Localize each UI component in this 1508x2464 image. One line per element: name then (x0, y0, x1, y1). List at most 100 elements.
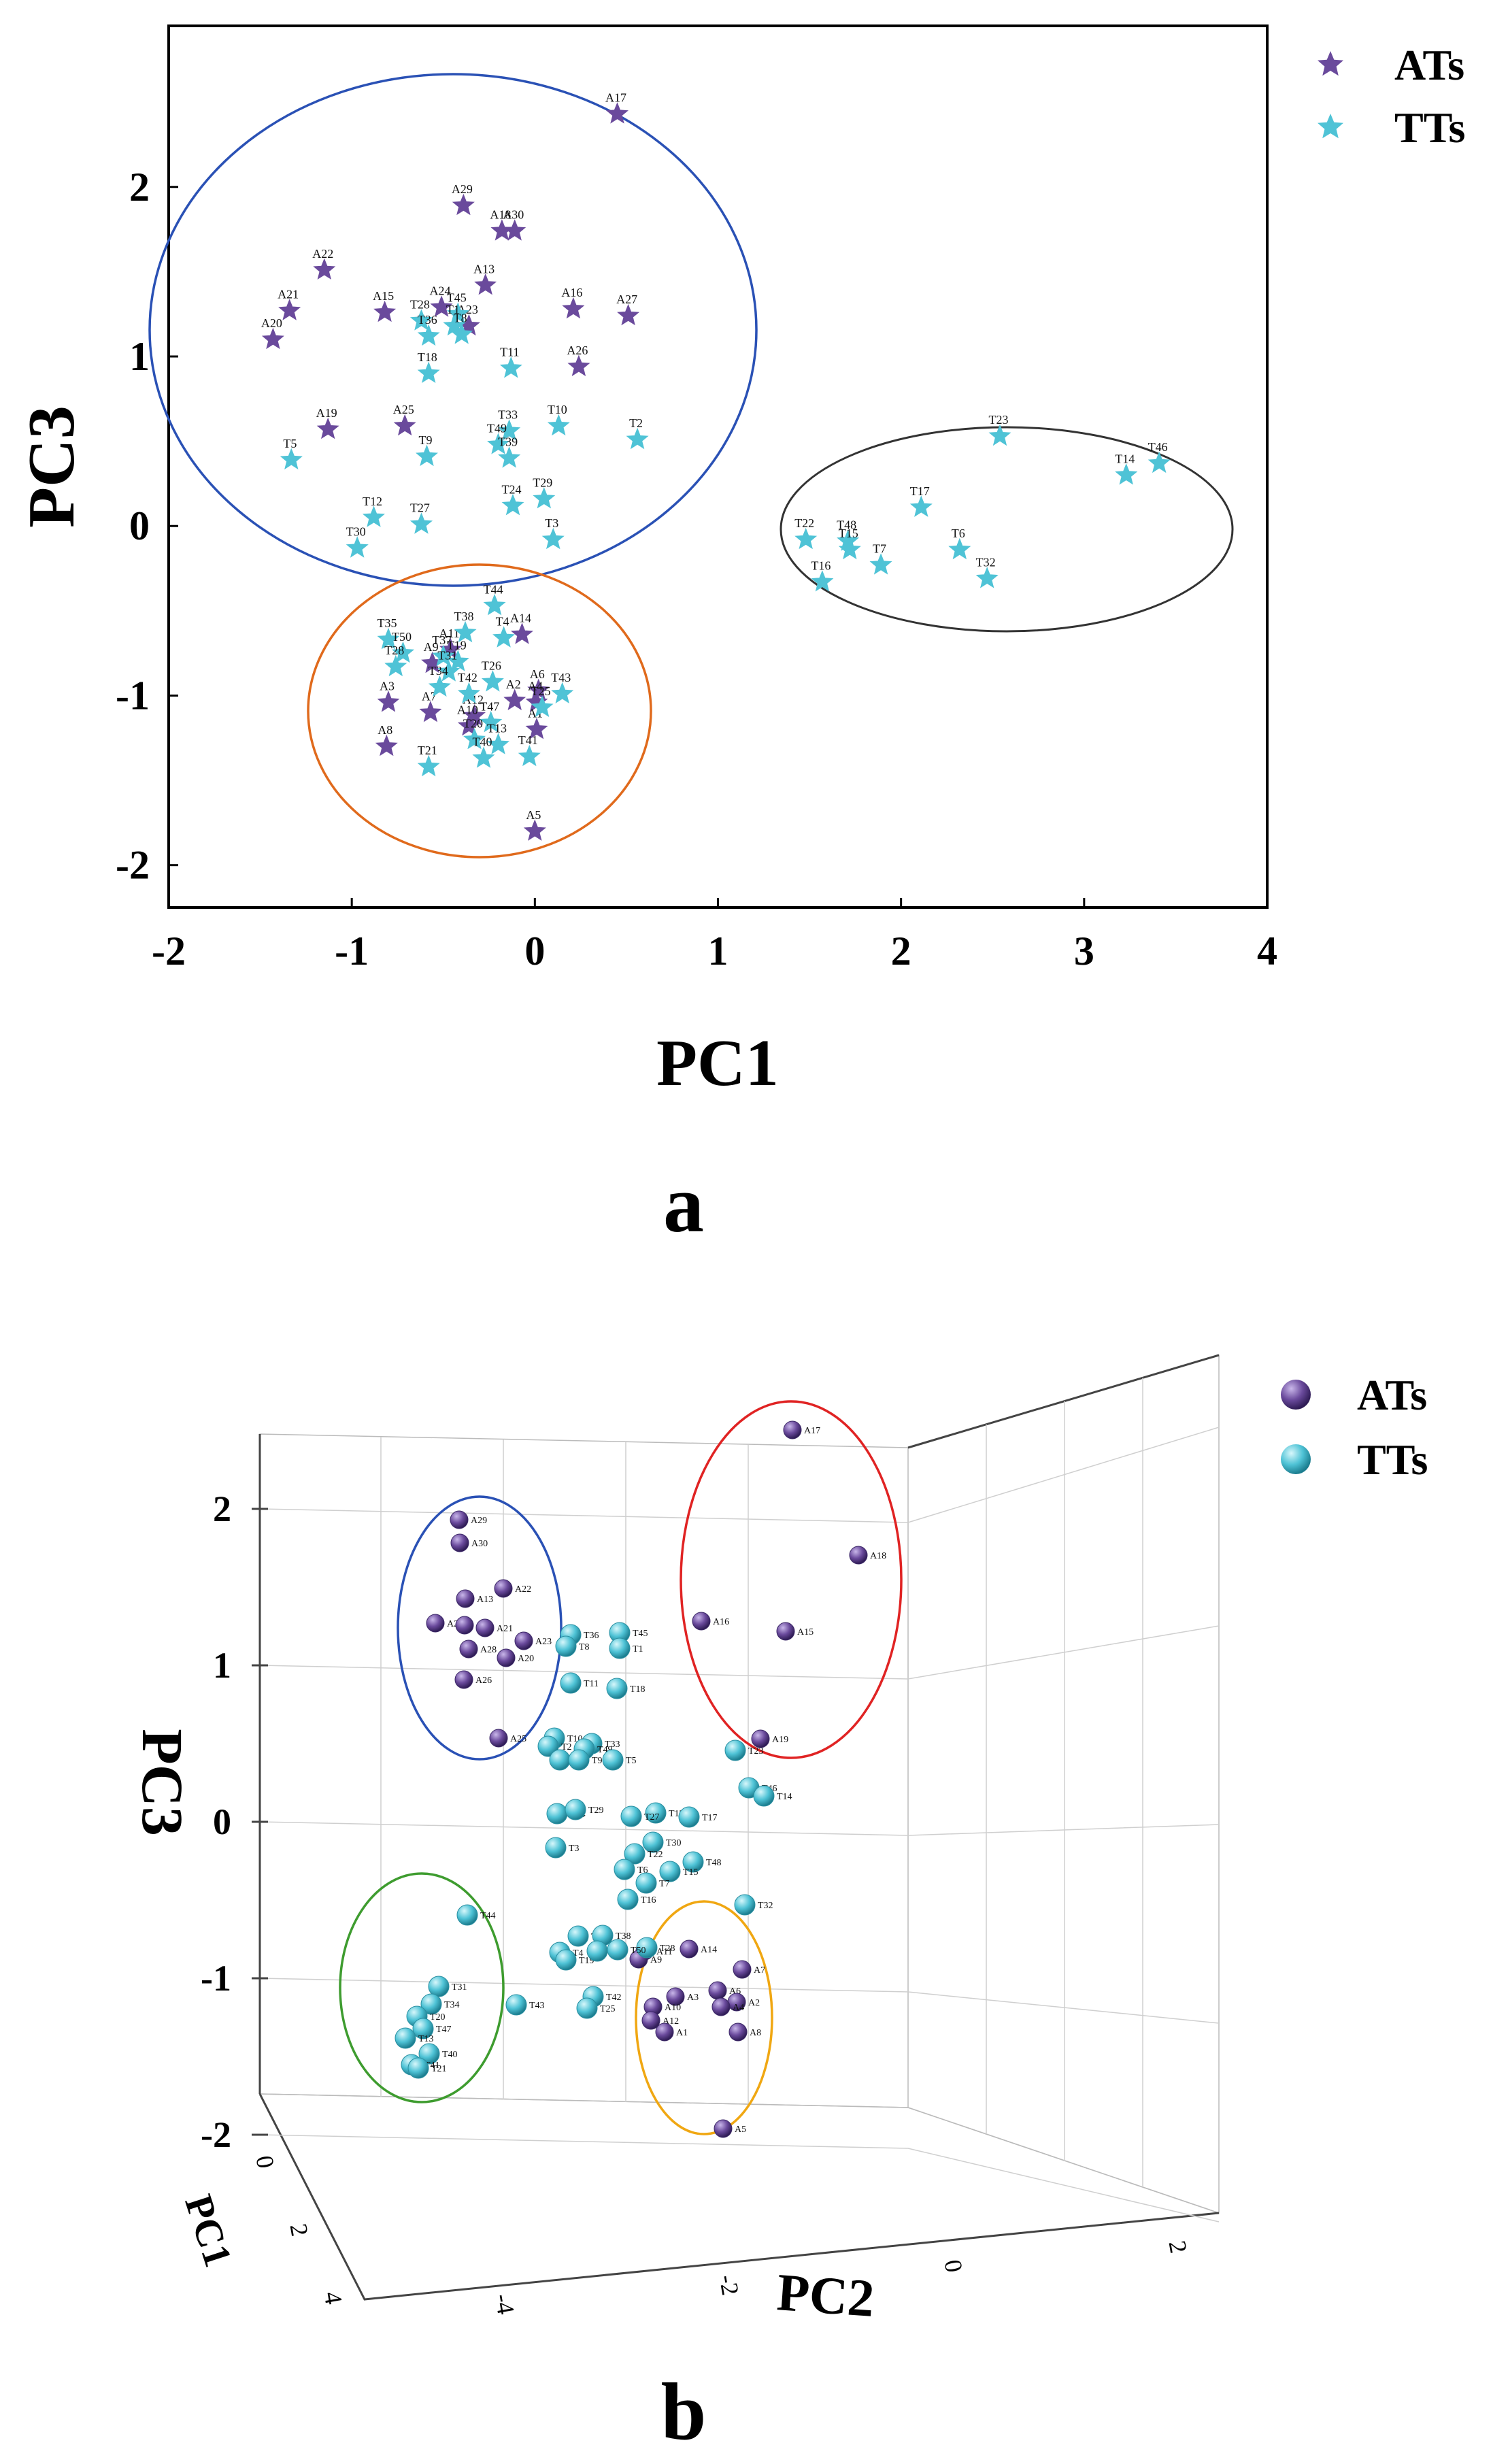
grid-line-z-4 (259, 2134, 1220, 2222)
sphere-label-T43: T43 (529, 2001, 545, 2011)
sphere-label-A26: A26 (475, 1676, 492, 1686)
data-point-T45 (446, 302, 469, 324)
sphere-label-T32: T32 (758, 1901, 773, 1911)
sphere-A19 (751, 1729, 770, 1748)
sphere-label-A3: A3 (687, 1993, 699, 2003)
point-label-T38: T38 (454, 610, 474, 623)
point-label-A4: A4 (528, 679, 543, 693)
sphere-A6 (708, 1981, 727, 2000)
point-label-A29: A29 (452, 182, 473, 196)
point-label-A20: A20 (261, 316, 282, 330)
data-point-A10 (457, 714, 480, 736)
sphere-label-T42: T42 (606, 1993, 622, 2003)
point-label-A19: A19 (316, 406, 337, 420)
sphere-T32 (734, 1894, 756, 1916)
sphere-T7 (635, 1872, 657, 1894)
sphere-A24 (455, 1616, 474, 1635)
legend-label-TTs-b: TTs (1357, 1435, 1428, 1484)
point-label-T39: T39 (498, 435, 518, 449)
sphere-label-A18: A18 (870, 1551, 886, 1561)
point-label-A27: A27 (616, 293, 637, 306)
point-label-T32: T32 (976, 555, 996, 569)
sphere-label-A22: A22 (515, 1584, 531, 1595)
point-label-T19: T19 (447, 639, 467, 652)
z-tick-label-b: -1 (201, 1958, 231, 1999)
sphere-T37 (586, 1940, 608, 1962)
legend-label-TTs-a: TTs (1394, 103, 1465, 152)
sphere-label-T28: T28 (660, 1944, 675, 1954)
data-point-A19 (316, 417, 339, 439)
data-point-T50 (392, 641, 415, 663)
sphere-T21 (407, 2057, 429, 2079)
sphere-A15 (776, 1622, 795, 1641)
sphere-label-T36: T36 (584, 1631, 599, 1641)
data-point-T17 (909, 495, 933, 517)
sphere-T18 (606, 1678, 628, 1699)
sphere-A18 (849, 1546, 868, 1565)
data-point-A25 (393, 414, 416, 436)
sphere-label-T38: T38 (616, 1931, 631, 1942)
sphere-label-T8: T8 (579, 1642, 590, 1652)
sphere-A26 (454, 1670, 473, 1689)
data-point-T3 (541, 527, 565, 550)
legend-label-ATs-a: ATs (1394, 41, 1464, 89)
data-point-A22 (313, 258, 336, 280)
data-point-A27 (617, 303, 640, 326)
point-label-A13: A13 (473, 262, 495, 276)
sphere-A7 (733, 1960, 752, 1979)
point-label-A15: A15 (373, 289, 394, 303)
point-label-T34: T34 (429, 664, 448, 678)
sphere-A13 (456, 1589, 475, 1608)
data-point-A15 (373, 300, 397, 322)
sphere-T13 (395, 2027, 416, 2049)
sphere-label-A10: A10 (665, 2003, 681, 2013)
sphere-A3 (666, 1987, 685, 2006)
top-right-edge (907, 1354, 1220, 1449)
point-label-T35: T35 (378, 616, 397, 630)
data-point-A12 (463, 704, 486, 726)
grid-line-z-0 (259, 1427, 1220, 1523)
data-point-T39 (498, 446, 521, 468)
point-label-T16: T16 (811, 559, 831, 572)
data-point-A29 (452, 193, 475, 216)
x-axis-label-b: PC2 (775, 2262, 876, 2328)
data-point-T2 (626, 427, 649, 450)
sphere-T29 (565, 1799, 586, 1820)
point-label-A6: A6 (530, 667, 545, 681)
data-point-T18 (417, 361, 440, 384)
sphere-T6 (614, 1859, 635, 1880)
point-label-T24: T24 (502, 482, 522, 496)
point-label-A7: A7 (422, 689, 437, 703)
point-label-T5: T5 (283, 437, 297, 450)
sphere-label-T14: T14 (777, 1792, 792, 1802)
sphere-A30 (450, 1533, 469, 1552)
x-tick-label-b: -4 (490, 2292, 520, 2316)
point-label-T30: T30 (346, 525, 366, 539)
point-label-T45: T45 (447, 291, 467, 305)
data-point-A2 (503, 688, 526, 711)
data-point-T42 (457, 682, 480, 703)
sphere-label-A11: A11 (656, 1947, 673, 1957)
point-label-A10: A10 (457, 703, 478, 716)
legend-label-ATs-b: ATs (1357, 1371, 1427, 1419)
data-point-T12 (362, 505, 385, 527)
point-label-T25: T25 (531, 684, 551, 698)
point-label-A16: A16 (561, 286, 582, 299)
sphere-T2 (537, 1735, 559, 1757)
sphere-T11 (560, 1672, 582, 1694)
sphere-A25 (489, 1729, 508, 1748)
data-point-T5 (280, 448, 303, 470)
point-label-T4: T4 (496, 615, 509, 629)
sphere-label-A30: A30 (471, 1539, 488, 1549)
sphere-label-T21: T21 (431, 2064, 447, 2074)
sphere-A4 (711, 1997, 731, 2016)
sphere-label-A17: A17 (804, 1426, 820, 1436)
data-point-T26 (481, 670, 504, 692)
sphere-label-A13: A13 (477, 1595, 493, 1605)
y-tick-label-a: -1 (116, 673, 150, 718)
sphere-label-T33: T33 (605, 1739, 620, 1750)
sphere-T30 (642, 1831, 664, 1853)
sphere-A8 (728, 2022, 748, 2042)
